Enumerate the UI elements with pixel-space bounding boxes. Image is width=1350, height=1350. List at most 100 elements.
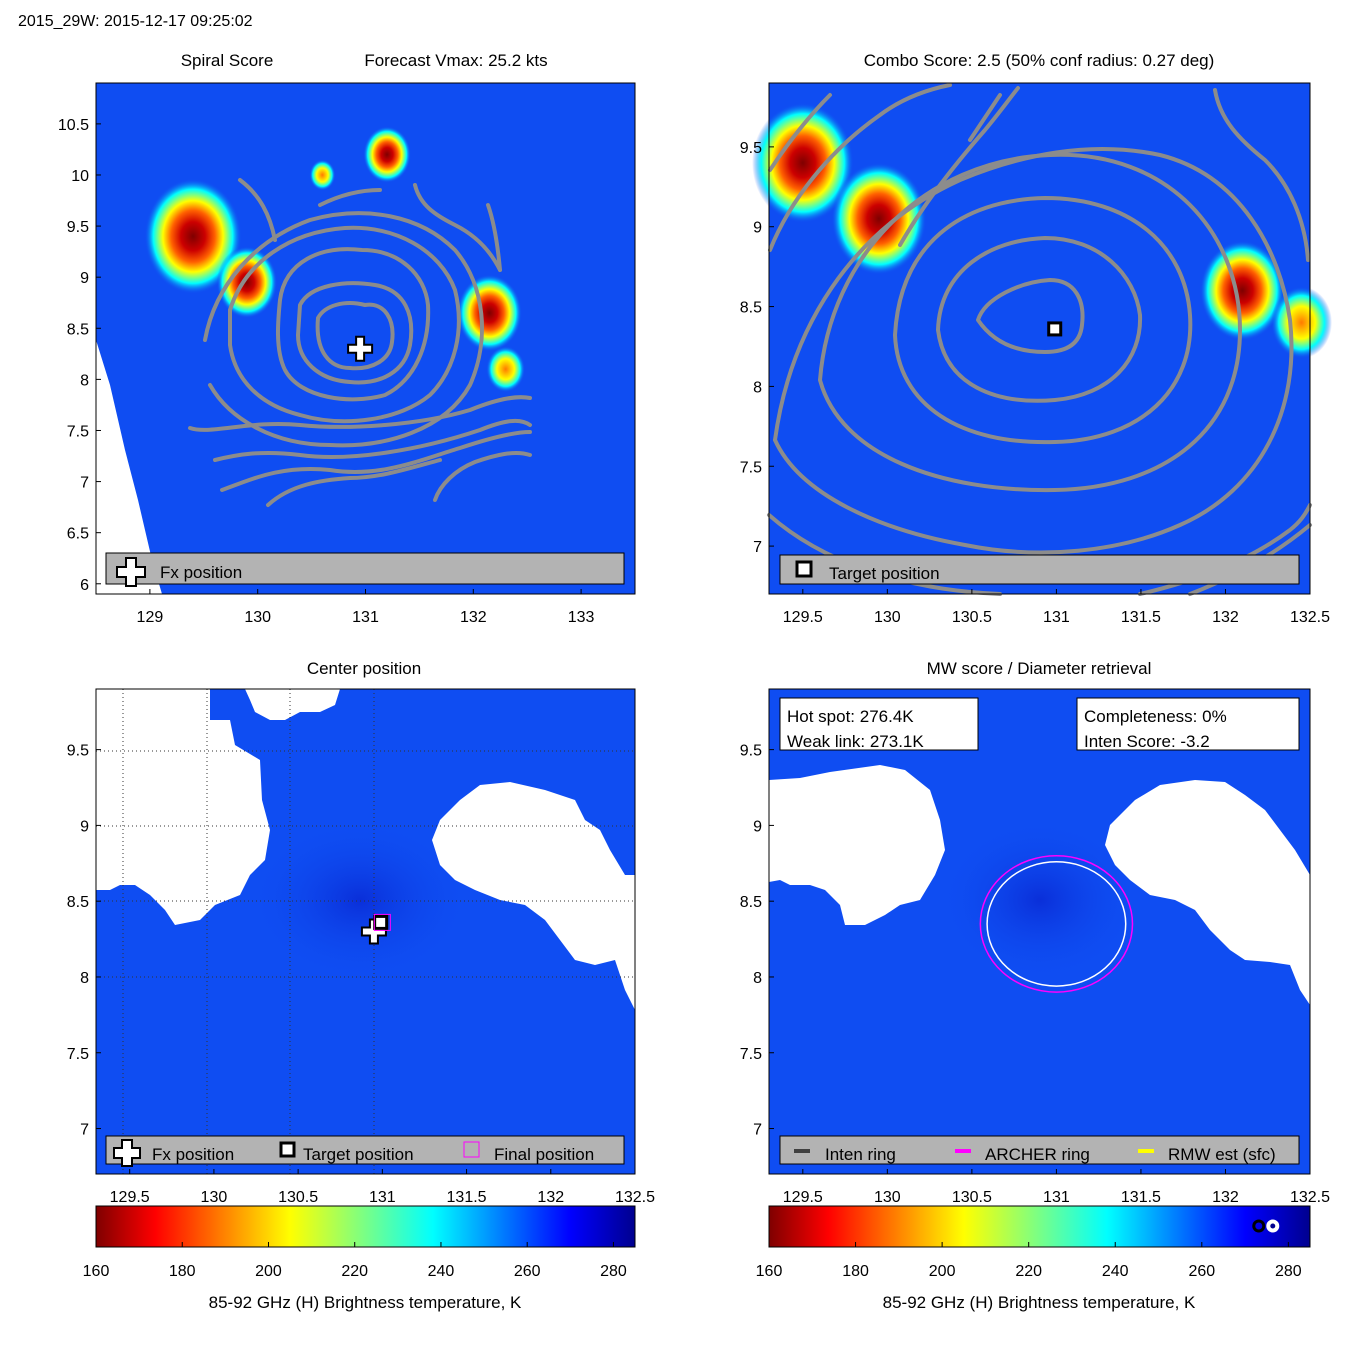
colorbar-tick-label: 280 <box>600 1263 627 1280</box>
hot-spot-marker-center <box>1270 1223 1276 1229</box>
center-plot-area: Fx position Target position Final positi… <box>95 688 636 1175</box>
center-cloud-free-top <box>245 689 340 720</box>
mw-title: MW score / Diameter retrieval <box>927 659 1152 678</box>
colorbar-tick-label: 240 <box>428 1263 455 1280</box>
center-cloud-free-left <box>96 689 270 925</box>
x-tick-label: 130 <box>874 1189 901 1206</box>
colorbar-tick-label: 200 <box>929 1263 956 1280</box>
y-tick-label: 7 <box>753 539 762 556</box>
colorbar-tick-label: 180 <box>842 1263 869 1280</box>
y-tick-label: 7 <box>80 1122 89 1139</box>
mw-legend-archer-label: ARCHER ring <box>985 1145 1090 1164</box>
center-legend-target-label: Target position <box>303 1145 414 1164</box>
y-tick-label: 9 <box>753 818 762 835</box>
mw-colorbar-label: 85-92 GHz (H) Brightness temperature, K <box>883 1293 1196 1312</box>
x-tick-label: 130 <box>874 609 901 626</box>
x-tick-label: 132 <box>1212 609 1239 626</box>
y-tick-label: 10 <box>71 168 89 185</box>
convective-feature-hot <box>363 126 411 183</box>
x-tick-label: 129.5 <box>783 609 823 626</box>
convective-feature-hot <box>144 178 242 294</box>
x-tick-label: 132 <box>1212 1189 1239 1206</box>
mw-cloud-free-left <box>769 765 945 925</box>
x-tick-label: 132 <box>537 1189 564 1206</box>
convective-feature-hot <box>752 102 854 223</box>
mw-cloud-free-right <box>1105 780 1310 1005</box>
y-tick-label: 9.5 <box>740 743 762 760</box>
y-tick-label: 7.5 <box>67 1046 89 1063</box>
fx-position-marker <box>347 335 374 362</box>
mw-legend-rmw-label: RMW est (sfc) <box>1168 1145 1276 1164</box>
legend-final-square-icon <box>463 1141 480 1158</box>
legend-target-square-icon <box>279 1141 296 1158</box>
target-position-marker <box>373 914 389 930</box>
center-dark-core <box>250 820 470 980</box>
y-tick-label: 8.5 <box>740 894 762 911</box>
colorbar-tick-label: 280 <box>1275 1263 1302 1280</box>
y-tick-label: 7 <box>753 1122 762 1139</box>
mw-legend: Inten ring ARCHER ring RMW est (sfc) <box>779 1135 1300 1165</box>
colorbar-tick-label: 180 <box>169 1263 196 1280</box>
x-tick-label: 129 <box>137 609 164 626</box>
y-tick-label: 8.5 <box>67 894 89 911</box>
x-tick-label: 131.5 <box>1121 609 1161 626</box>
colorbar-tick-label: 160 <box>83 1263 110 1280</box>
spiral-no-data-region <box>96 340 162 594</box>
legend-target-square-icon <box>795 560 813 578</box>
spiral-contours <box>188 178 532 507</box>
combo-legend-label: Target position <box>829 564 940 583</box>
y-tick-label: 6.5 <box>67 526 89 543</box>
combo-panel: Combo Score: 2.5 (50% conf radius: 0.27 … <box>740 51 1332 626</box>
archer-ring <box>979 854 1134 993</box>
combo-plot-area: Target position <box>752 82 1332 596</box>
colorbar-tick-label: 240 <box>1102 1263 1129 1280</box>
y-tick-label: 8 <box>753 970 762 987</box>
center-cloud-free-right <box>432 782 635 1010</box>
x-tick-label: 131 <box>352 609 379 626</box>
y-tick-label: 8 <box>80 372 89 389</box>
weak-link-marker-icon <box>1252 1219 1266 1233</box>
colorbar-tick-label: 160 <box>756 1263 783 1280</box>
y-tick-label: 8.5 <box>740 300 762 317</box>
y-tick-label: 7 <box>80 475 89 492</box>
y-tick-label: 7.5 <box>67 423 89 440</box>
hot-spot-text: Hot spot: 276.4K <box>787 707 914 726</box>
y-tick-label: 9.5 <box>67 743 89 760</box>
x-tick-label: 129.5 <box>110 1189 150 1206</box>
x-tick-label: 129.5 <box>783 1189 823 1206</box>
convective-feature-hot <box>831 162 927 275</box>
x-tick-label: 132 <box>460 609 487 626</box>
colorbar-tick-label: 200 <box>255 1263 282 1280</box>
spiral-panel: Spiral Score Forecast Vmax: 25.2 kts <box>58 51 636 626</box>
y-tick-label: 7.5 <box>740 1046 762 1063</box>
spiral-legend: Fx position <box>105 552 625 587</box>
y-tick-label: 8.5 <box>67 321 89 338</box>
center-legend-final-label: Final position <box>494 1145 594 1164</box>
colorbar-tick-label: 260 <box>1188 1263 1215 1280</box>
y-tick-label: 7.5 <box>740 459 762 476</box>
y-tick-label: 6 <box>80 577 89 594</box>
x-tick-label: 130.5 <box>952 609 992 626</box>
x-tick-label: 131 <box>1043 1189 1070 1206</box>
x-tick-label: 130 <box>201 1189 228 1206</box>
combo-title: Combo Score: 2.5 (50% conf radius: 0.27 … <box>864 51 1215 70</box>
y-tick-label: 9.5 <box>67 219 89 236</box>
completeness-text: Completeness: 0% <box>1084 707 1227 726</box>
mw-info-left: Hot spot: 276.4K Weak link: 273.1K <box>779 697 979 751</box>
mw-panel: MW score / Diameter retrieval Hot spot: … <box>740 659 1330 1312</box>
y-tick-label: 9 <box>80 818 89 835</box>
legend-fx-plus-icon <box>116 557 146 587</box>
legend-fx-plus-icon <box>113 1139 141 1167</box>
x-tick-label: 130 <box>244 609 271 626</box>
x-tick-label: 130.5 <box>278 1189 318 1206</box>
x-tick-label: 131.5 <box>447 1189 487 1206</box>
center-panel: Center position <box>67 659 655 1312</box>
x-tick-label: 131 <box>369 1189 396 1206</box>
convective-feature-hot <box>457 274 522 352</box>
inten-score-text: Inten Score: -3.2 <box>1084 732 1210 751</box>
y-tick-label: 9 <box>753 220 762 237</box>
center-legend: Fx position Target position Final positi… <box>105 1135 625 1167</box>
spiral-subtitle: Forecast Vmax: 25.2 kts <box>364 51 547 70</box>
x-tick-label: 132.5 <box>1290 1189 1330 1206</box>
y-tick-label: 9 <box>80 270 89 287</box>
